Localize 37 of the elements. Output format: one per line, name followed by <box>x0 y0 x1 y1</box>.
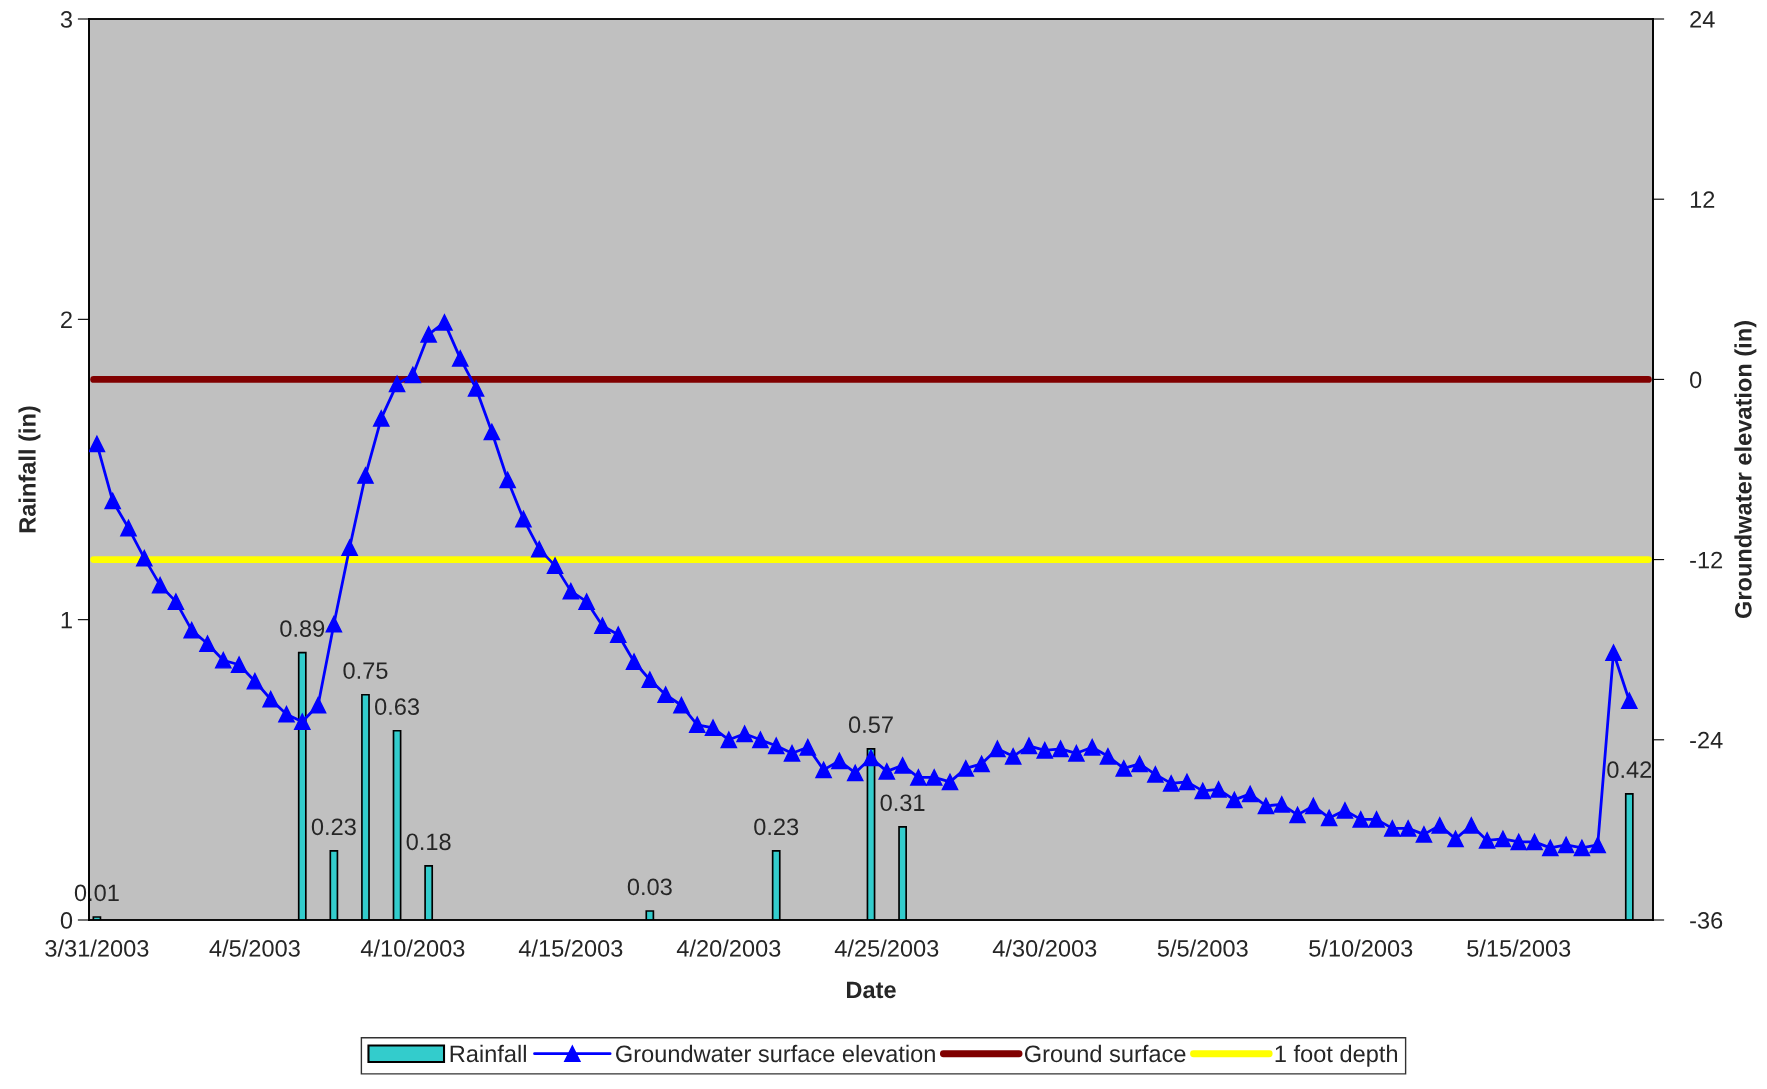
x-tick-label: 5/10/2003 <box>1309 939 1413 957</box>
y2-tick-label: 24 <box>1690 11 1715 28</box>
data-label: 0.63 <box>375 698 419 716</box>
y2-tick-label: -36 <box>1690 912 1723 929</box>
x-tick-label: 4/15/2003 <box>518 939 623 957</box>
data-label: 0.75 <box>343 662 388 679</box>
data-label: 0.42 <box>1607 761 1652 779</box>
x-tick-label: 4/20/2003 <box>676 939 781 957</box>
x-tick-label: 5/5/2003 <box>1157 939 1248 957</box>
x-tick-label: 3/31/2003 <box>45 939 149 957</box>
y2-tick-label: -24 <box>1690 731 1723 749</box>
data-label: 0.23 <box>754 818 799 836</box>
legend-label: Rainfall <box>450 1044 526 1063</box>
legend-label: Groundwater surface elevation <box>616 1044 935 1063</box>
data-label: 0.23 <box>311 818 356 836</box>
data-label: 0.57 <box>848 716 893 734</box>
y2-tick-label: -12 <box>1690 551 1723 569</box>
y-tick-label: 2 <box>61 311 72 328</box>
x-tick-label: 4/25/2003 <box>834 939 939 957</box>
y2-tick-label: 0 <box>1690 371 1702 389</box>
x-tick-label: 4/30/2003 <box>992 939 1097 957</box>
x-tick-label: 4/10/2003 <box>360 939 465 957</box>
x-axis-title: Date <box>846 981 896 999</box>
y-tick-label: 0 <box>60 912 73 929</box>
legend-label: 1 foot depth <box>1275 1044 1398 1067</box>
y-axis-title: Rainfall (in) <box>18 406 41 533</box>
y2-tick-label: 12 <box>1690 191 1715 208</box>
data-label: 0.03 <box>627 878 672 896</box>
y-tick-label: 3 <box>60 11 72 28</box>
y-tick-label: 1 <box>61 611 72 629</box>
x-tick-label: 5/15/2003 <box>1467 939 1571 957</box>
data-label: 0.89 <box>280 620 325 637</box>
data-label: 0.31 <box>880 794 925 812</box>
data-label: 0.18 <box>406 833 451 851</box>
x-tick-label: 4/5/2003 <box>209 939 300 957</box>
legend-label: Ground surface <box>1024 1044 1186 1063</box>
y2-axis-title: Groundwater elevation (in) <box>1734 321 1757 619</box>
